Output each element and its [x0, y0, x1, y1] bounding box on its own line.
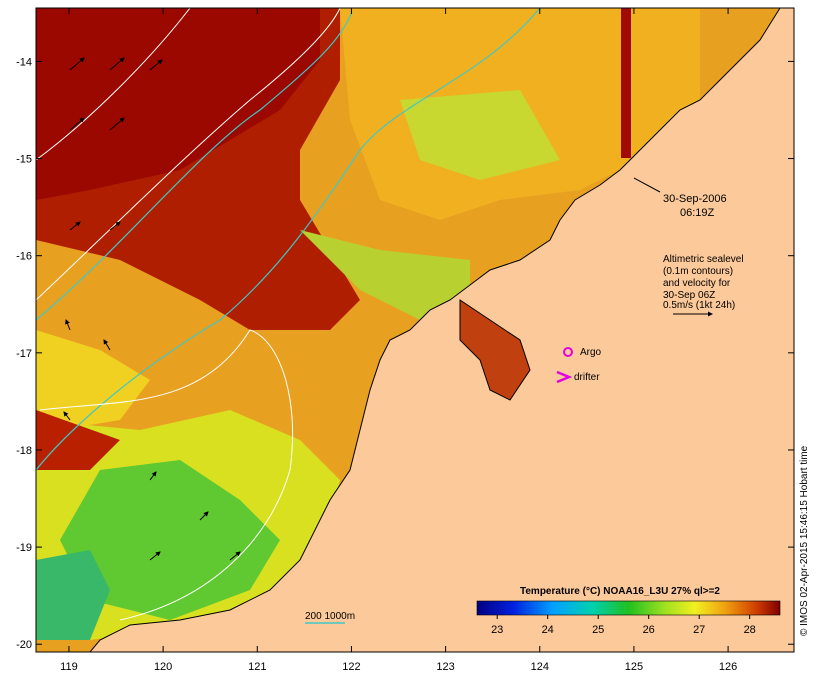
timestamp-pointer [633, 177, 661, 193]
y-axis: -14 -15 -16 -17 -18 -19 -20 [16, 56, 794, 651]
timestamp-date: 30-Sep-2006 [663, 193, 727, 205]
y-tick-label: -20 [16, 639, 32, 651]
colorbar-title: Temperature (°C) NOAA16_L3U 27% ql>=2 [520, 586, 720, 597]
sealevel-contour-2 [36, 8, 341, 301]
satellite-streak [621, 8, 631, 158]
cool-patch-coast [300, 230, 470, 320]
yellow-patch-west [36, 330, 150, 430]
colorbar-tick-label: 23 [491, 624, 503, 636]
altimetry-line-5: 0.5m/s (1kt 24h) [663, 300, 735, 311]
sealevel-contour-1 [36, 8, 191, 161]
cool-patch-north [400, 90, 560, 180]
x-tick-label: 126 [719, 661, 737, 673]
y-tick-label: -19 [16, 542, 32, 554]
altimetry-note: Altimetric sealevel (0.1m contours) and … [663, 254, 744, 311]
hot-sst-region [36, 8, 320, 200]
map-frame [35, 7, 795, 653]
altimetry-line-4: 30-Sep 06Z [663, 290, 715, 301]
y-tick-label: -16 [16, 251, 32, 263]
sealevel-contour-3 [39, 329, 294, 621]
x-tick-label: 120 [154, 661, 172, 673]
colorbar-tick-label: 28 [744, 624, 756, 636]
x-tick-label: 121 [248, 661, 266, 673]
y-tick-label: -18 [16, 445, 32, 457]
colorbar-tick-label: 26 [643, 624, 655, 636]
argo-label: Argo [580, 347, 602, 358]
altimetry-line-2: (0.1m contours) [663, 266, 733, 277]
cool-sst-region-south [36, 550, 110, 640]
green-sst-region [60, 460, 280, 620]
drifter-marker [556, 370, 573, 384]
colorbar-tick-label: 24 [542, 624, 554, 636]
x-tick-label: 124 [531, 661, 549, 673]
land-mass [89, 8, 794, 652]
x-axis: 119 120 121 122 123 124 125 126 [60, 8, 737, 673]
colorbar-ticks: 23 24 25 26 27 28 [491, 615, 756, 636]
credit-stamp: © IMOS 02-Apr-2015 15:46:15 Hobart time [799, 445, 810, 636]
inlet-sea [459, 299, 531, 401]
colorbar-tick-label: 27 [693, 624, 705, 636]
velocity-vectors [63, 57, 241, 561]
warm-patch-west [36, 410, 120, 470]
timestamp-time: 06:19Z [680, 207, 715, 219]
colorbar-scale [476, 600, 781, 616]
isobath-1000m [36, 11, 353, 321]
y-tick-label: -14 [16, 56, 32, 68]
x-tick-label: 119 [60, 661, 78, 673]
x-tick-label: 123 [436, 661, 454, 673]
y-tick-label: -15 [16, 154, 32, 166]
map-plot-area [36, 8, 794, 652]
altimetry-line-1: Altimetric sealevel [663, 254, 744, 265]
x-tick-label: 122 [342, 661, 360, 673]
isobath-200m [36, 8, 541, 471]
colorbar-tick-label: 25 [592, 624, 604, 636]
x-tick-label: 125 [625, 661, 643, 673]
y-tick-label: -17 [16, 348, 32, 360]
altimetry-line-3: and velocity for [663, 278, 731, 289]
argo-marker [563, 347, 573, 357]
colorbar: Temperature (°C) NOAA16_L3U 27% ql>=2 23… [476, 586, 781, 636]
drifter-label: drifter [574, 372, 600, 383]
isobath-label: 200 1000m [305, 611, 355, 622]
